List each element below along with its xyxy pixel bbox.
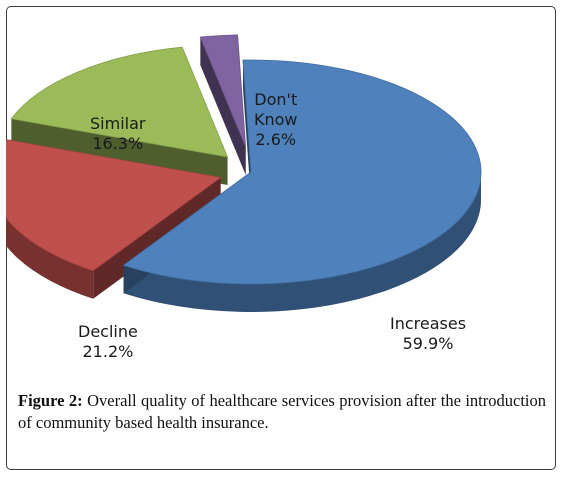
slice-similar <box>10 46 229 158</box>
slice-don-t-know <box>199 34 247 148</box>
figure-caption: Figure 2: Overall quality of healthcare … <box>18 390 546 434</box>
slice-decline <box>6 139 222 272</box>
pie-chart: Increases 59.9% Decline 21.2% Similar 16… <box>6 6 556 386</box>
label-increases-value: 59.9% <box>402 334 454 353</box>
label-decline: Decline 21.2% <box>78 322 138 362</box>
label-increases: Increases 59.9% <box>390 314 466 354</box>
label-dontknow-name-line1: Don't <box>254 90 298 109</box>
slice-edge-don-t-know-0 <box>200 37 246 175</box>
label-dontknow: Don't Know 2.6% <box>254 90 298 150</box>
label-decline-name: Decline <box>78 322 138 341</box>
pie-tops <box>6 34 482 285</box>
pie-chart-svg <box>6 34 482 312</box>
label-similar-value: 16.3% <box>92 134 144 153</box>
label-decline-value: 21.2% <box>82 342 134 361</box>
slice-edge-increases-0 <box>242 60 251 201</box>
slice-increases <box>122 59 482 285</box>
caption-text: Overall quality of healthcare services p… <box>18 391 546 432</box>
slice-wall-increases <box>123 172 481 312</box>
slice-edge-similar-0 <box>11 118 228 185</box>
caption-label: Figure 2: <box>18 391 83 410</box>
label-similar-name: Similar <box>90 114 146 133</box>
label-increases-name: Increases <box>390 314 467 333</box>
label-similar: Similar 16.3% <box>90 114 145 154</box>
label-dontknow-name-line2: Know <box>254 110 298 129</box>
slice-wall-decline <box>6 217 94 299</box>
label-dontknow-value: 2.6% <box>255 130 297 149</box>
